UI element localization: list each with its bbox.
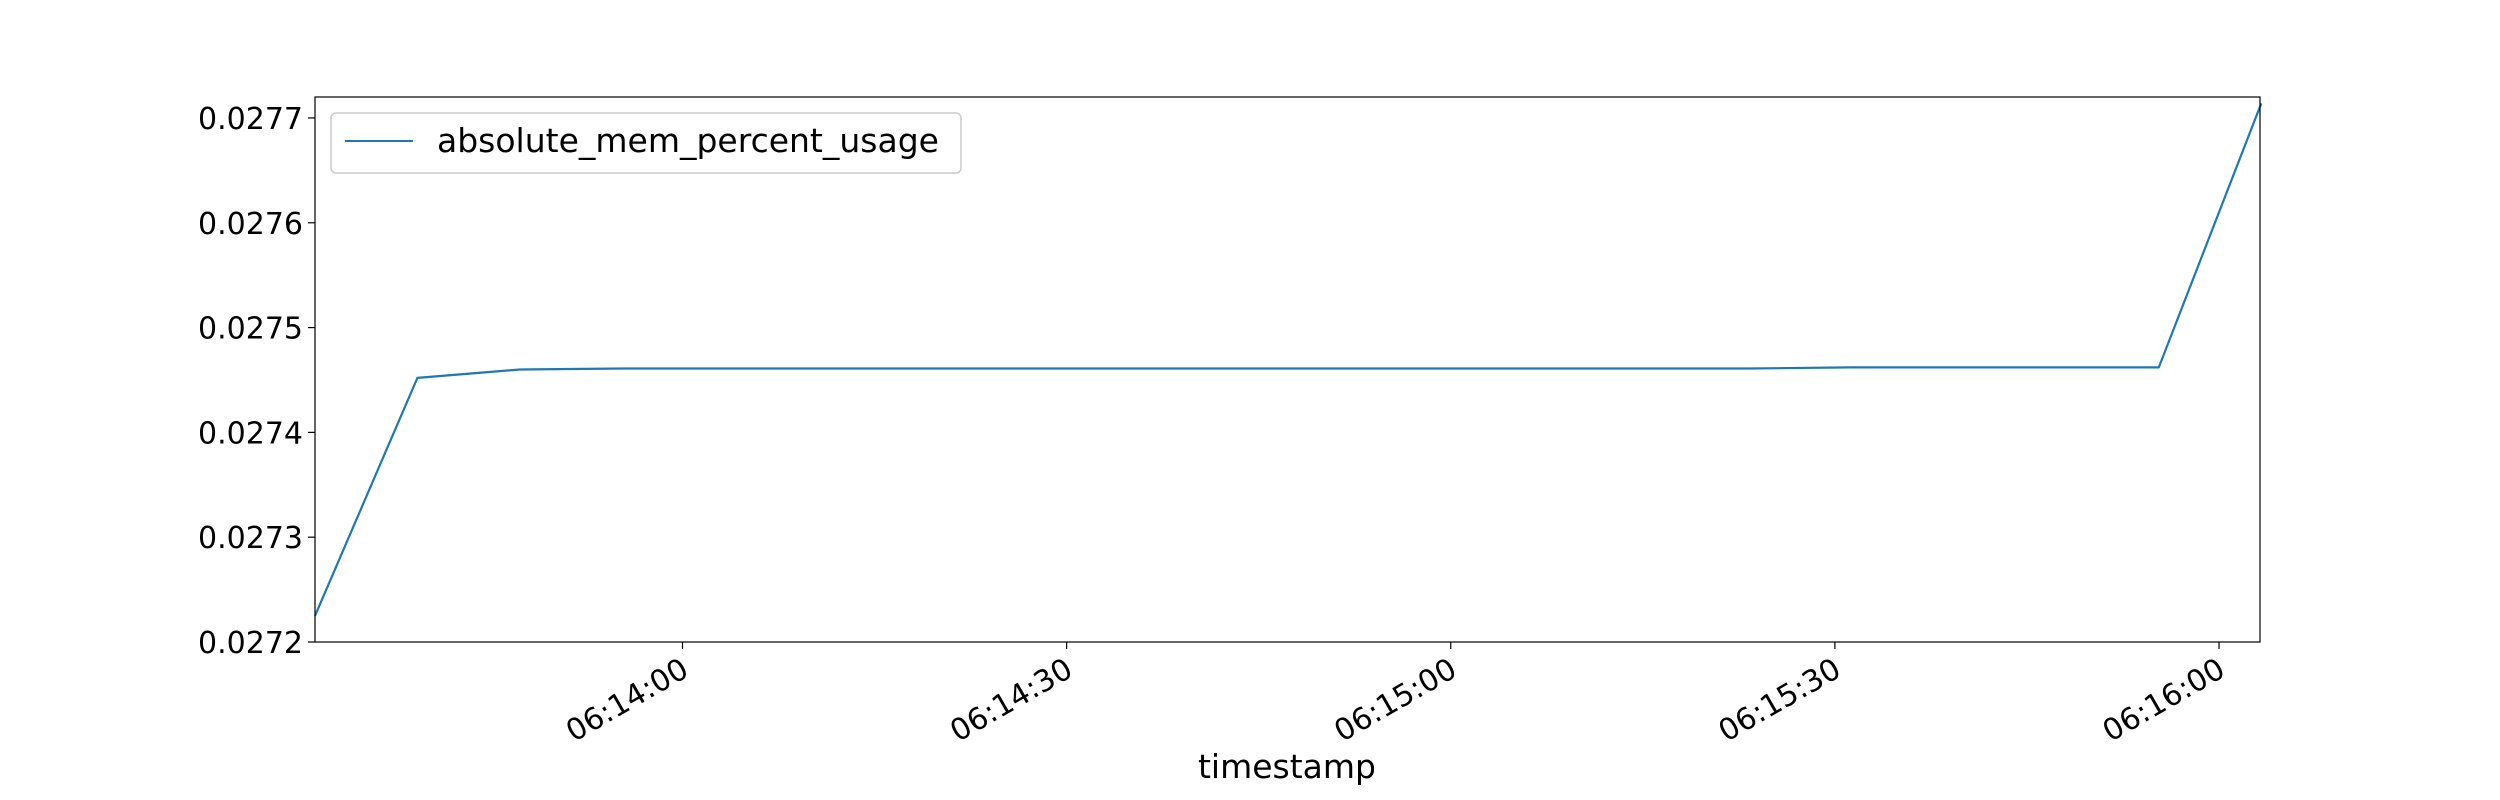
y-tick-label: 0.0272 [198, 626, 303, 661]
x-axis-label: timestamp [1198, 747, 1376, 786]
legend: absolute_mem_percent_usage [330, 112, 962, 174]
series-line-0 [313, 102, 2263, 617]
x-tick-label: 06:16:00 [2097, 652, 2231, 750]
y-tick-label: 0.0277 [198, 102, 303, 137]
y-tick-label: 0.0275 [198, 312, 303, 347]
y-tick-label: 0.0274 [198, 416, 303, 451]
x-tick-label: 06:14:00 [560, 652, 694, 750]
x-tick-label: 06:14:30 [944, 652, 1078, 750]
y-tick-label: 0.0276 [198, 207, 303, 242]
y-tick-label: 0.0273 [198, 521, 303, 556]
x-tick-label: 06:15:30 [1713, 652, 1847, 750]
x-axis: 06:14:00 06:14:30 06:15:00 06:15:30 06:16:00 [560, 642, 2231, 749]
legend-label: absolute_mem_percent_usage [437, 121, 939, 160]
series-layer [313, 102, 2263, 617]
plot-frame [314, 96, 2261, 643]
legend-box [330, 112, 962, 174]
x-tick-label: 06:15:00 [1329, 652, 1463, 750]
y-axis: 0.0272 0.0273 0.0274 0.0275 0.0276 0.0277 [198, 102, 315, 661]
